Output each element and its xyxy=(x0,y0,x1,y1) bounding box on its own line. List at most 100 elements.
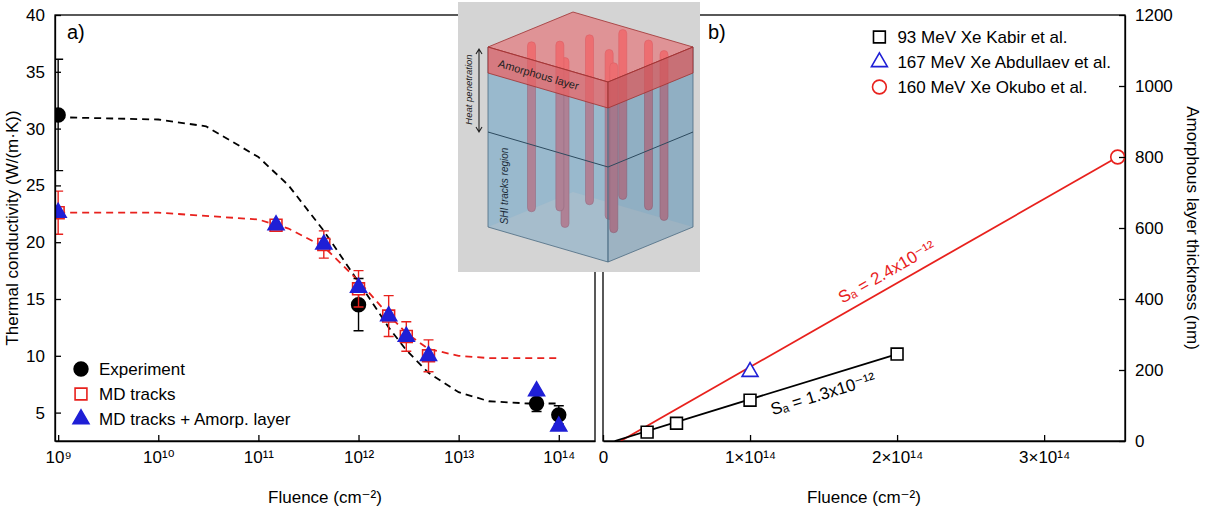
tick-mark xyxy=(55,72,61,73)
tick-mark xyxy=(55,356,61,357)
marker xyxy=(55,203,66,217)
legend-label: 167 MeV Xe Abdullaev et al. xyxy=(897,53,1111,72)
marker xyxy=(351,278,367,292)
axis-line xyxy=(1125,16,1126,442)
tick-label: 1×10¹⁴ xyxy=(725,448,776,467)
legend-marker xyxy=(873,31,885,43)
tick-mark xyxy=(1119,370,1125,371)
tick-label: 5 xyxy=(36,404,45,423)
tick-label: 0 xyxy=(1135,432,1144,451)
x-axis-title: Fluence (cm⁻²) xyxy=(268,488,382,507)
axis-line xyxy=(55,16,56,442)
tick-mark xyxy=(55,15,61,16)
marker xyxy=(641,426,653,438)
y2-axis-title: Amorphous layer thickness (nm) xyxy=(1183,106,1202,350)
panel-label: a) xyxy=(67,21,85,43)
marker xyxy=(744,394,756,406)
tick-label: 40 xyxy=(26,6,45,25)
tick: 0 xyxy=(1119,432,1144,451)
tick-mark xyxy=(1119,228,1125,229)
axis-line xyxy=(56,441,596,442)
tick-label: 1200 xyxy=(1135,6,1173,25)
tick-mark xyxy=(1044,435,1045,441)
marker xyxy=(316,235,332,249)
marker xyxy=(381,307,397,321)
figure: 10⁹10¹⁰10¹¹10¹²10¹³10¹⁴510152025303540Fl… xyxy=(0,0,1210,523)
y2-axis: 020040060080010001200 xyxy=(1119,6,1173,451)
marker xyxy=(891,348,903,360)
tick-mark xyxy=(559,435,560,441)
marker xyxy=(529,382,545,396)
tick: 10¹³ xyxy=(444,435,475,467)
tick: 10¹⁴ xyxy=(543,435,575,467)
legend-label: 93 MeV Xe Kabir et al. xyxy=(897,28,1067,47)
legend-entry: 167 MeV Xe Abdullaev et al. xyxy=(871,53,1111,72)
tick: 600 xyxy=(1119,219,1163,238)
y-axis: 5 10 15 20 25 30 35 40 xyxy=(26,6,61,442)
tick: 10¹¹ xyxy=(244,435,275,467)
marker xyxy=(55,108,65,122)
tick: 35 xyxy=(26,63,61,82)
tick-mark xyxy=(1119,86,1125,87)
box-front-face xyxy=(488,47,608,262)
tick-label: 10¹¹ xyxy=(244,448,275,467)
heat-plane xyxy=(488,132,693,167)
inset-label: SHI tracks region xyxy=(499,147,510,224)
tick: 30 xyxy=(26,120,61,139)
marker xyxy=(421,347,437,361)
tick-label: 35 xyxy=(26,63,45,82)
tick-label: 200 xyxy=(1135,361,1163,380)
legend-marker xyxy=(73,410,89,424)
marker xyxy=(742,363,758,377)
tick-label: 10¹³ xyxy=(444,448,475,467)
legend-marker xyxy=(74,362,88,376)
marker xyxy=(671,417,683,429)
x-axis: 0 1×10¹⁴ 2×10¹⁴ 3×10¹⁴ xyxy=(599,435,1126,467)
tick-mark xyxy=(258,435,259,441)
tick-mark xyxy=(55,412,61,413)
tick: 10 xyxy=(26,347,61,366)
tick: 10¹⁰ xyxy=(143,435,175,467)
tick-mark xyxy=(750,435,751,441)
tick-mark xyxy=(897,435,898,441)
tick-mark xyxy=(55,185,61,186)
annotation: Sₐ = 1.3x10⁻¹² xyxy=(768,369,877,419)
tick: 1200 xyxy=(1119,6,1173,25)
legend-entry: Experiment xyxy=(74,360,185,379)
plot-frame xyxy=(603,15,1125,441)
inset-label: Amorphous layer xyxy=(497,57,581,92)
axis-line xyxy=(604,441,1126,442)
tick-mark xyxy=(55,128,61,129)
panel-label: b) xyxy=(708,21,726,43)
tick: 25 xyxy=(26,176,61,195)
tick-mark xyxy=(55,299,61,300)
legend-marker xyxy=(872,80,886,94)
tick-mark xyxy=(1119,299,1125,300)
tick: 5 xyxy=(36,404,61,423)
tick-label: 2×10¹⁴ xyxy=(872,448,923,467)
tick-label: 400 xyxy=(1135,290,1163,309)
tick: 200 xyxy=(1119,361,1163,380)
tick-label: 20 xyxy=(26,233,45,252)
legend-label: Experiment xyxy=(99,360,185,379)
tick: 0 xyxy=(599,435,608,467)
tick-mark xyxy=(58,435,59,441)
legend-entry: MD tracks xyxy=(75,385,175,404)
tick-label: 25 xyxy=(26,176,45,195)
tick: 10¹² xyxy=(344,435,375,467)
legend: ExperimentMD tracksMD tracks + Amorp. la… xyxy=(73,360,291,429)
tick: 20 xyxy=(26,233,61,252)
tick: 3×10¹⁴ xyxy=(1019,435,1070,467)
tick-label: 10¹⁰ xyxy=(143,448,175,467)
tick-label: 15 xyxy=(26,290,45,309)
marker xyxy=(268,216,284,230)
tick: 40 xyxy=(26,6,61,25)
tick-label: 10¹² xyxy=(344,448,375,467)
tick: 15 xyxy=(26,290,61,309)
tick-mark xyxy=(1119,441,1125,442)
amorphous-side xyxy=(608,47,693,108)
marker xyxy=(551,417,567,431)
tick-label: 600 xyxy=(1135,219,1163,238)
tick-label: 1000 xyxy=(1135,77,1173,96)
box-side-face xyxy=(608,47,693,262)
